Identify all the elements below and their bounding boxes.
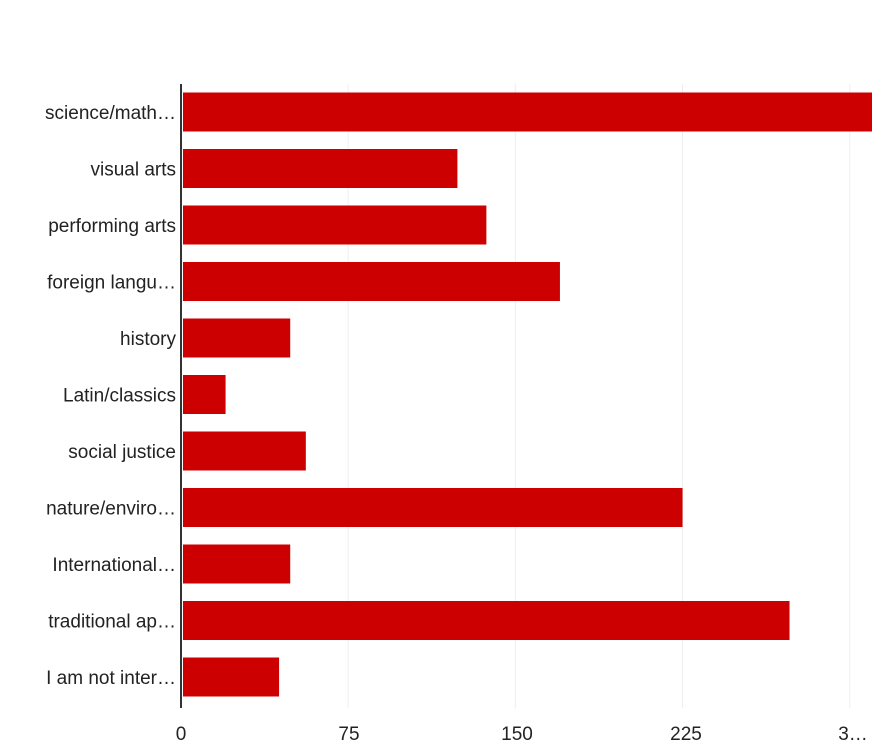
x-tick-labels: 0 75 150 225 3… bbox=[176, 724, 868, 745]
x-tick-label: 3… bbox=[838, 724, 868, 745]
x-tick-label: 0 bbox=[176, 724, 187, 745]
bars bbox=[183, 92, 872, 697]
bar bbox=[183, 431, 306, 471]
x-tick-label: 150 bbox=[501, 724, 533, 745]
bar bbox=[183, 375, 226, 414]
x-tick-label: 75 bbox=[338, 724, 359, 745]
bar bbox=[183, 205, 487, 245]
category-label: history bbox=[120, 329, 176, 350]
x-tick-label: 225 bbox=[670, 724, 702, 745]
category-labels: science/math… visual arts performing arts f… bbox=[45, 103, 176, 689]
bar bbox=[183, 92, 872, 132]
category-label: performing arts bbox=[48, 216, 176, 237]
category-label: nature/enviro… bbox=[46, 499, 176, 520]
bar bbox=[183, 488, 683, 527]
category-label: International… bbox=[52, 555, 176, 576]
bar bbox=[183, 262, 560, 301]
category-label: traditional ap… bbox=[48, 612, 176, 633]
category-label: I am not inter… bbox=[46, 668, 176, 689]
category-label: science/math… bbox=[45, 103, 176, 124]
category-label: foreign langu… bbox=[47, 273, 176, 294]
bar bbox=[183, 601, 790, 640]
bar bbox=[183, 149, 458, 188]
category-label: Latin/classics bbox=[63, 386, 176, 407]
category-label: social justice bbox=[68, 442, 176, 463]
bar bbox=[183, 544, 291, 584]
category-label: visual arts bbox=[90, 160, 176, 181]
bar bbox=[183, 657, 280, 697]
bar bbox=[183, 318, 291, 358]
